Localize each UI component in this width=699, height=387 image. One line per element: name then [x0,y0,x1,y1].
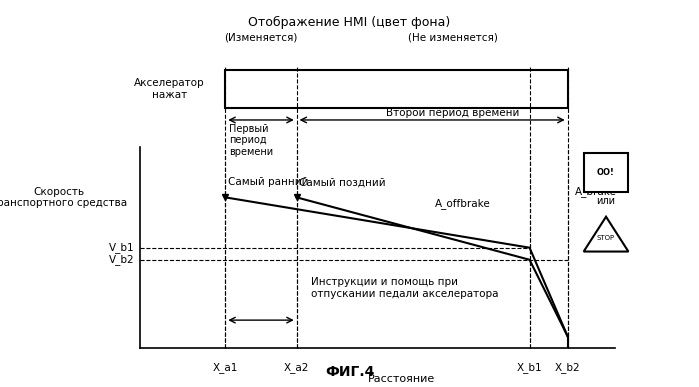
Text: V_b1: V_b1 [110,242,135,253]
Text: Скорость
транспортного средства: Скорость транспортного средства [0,187,127,208]
Text: (Не изменяется): (Не изменяется) [408,33,498,43]
Text: X_a2: X_a2 [284,362,310,373]
Text: Первый
период
времени: Первый период времени [229,124,273,157]
Text: Акселератор
нажат: Акселератор нажат [134,78,205,100]
Text: (Изменяется): (Изменяется) [224,33,298,43]
Text: Самый ранний: Самый ранний [228,177,308,187]
Text: X_a1: X_a1 [212,362,238,373]
Text: A_offbrake: A_offbrake [435,198,490,209]
Text: Расстояние: Расстояние [368,375,435,384]
Text: Отображение HMI (цвет фона): Отображение HMI (цвет фона) [248,15,451,29]
Text: Самый поздний: Самый поздний [299,177,386,187]
Text: V_b2: V_b2 [110,254,135,265]
Text: или: или [596,196,616,206]
Text: X_b2: X_b2 [555,362,580,373]
Text: Второй период времени: Второй период времени [387,108,520,118]
Text: Инструкции и помощь при
отпускании педали акселератора: Инструкции и помощь при отпускании педал… [311,277,498,299]
Text: ОО!: ОО! [597,168,615,177]
Text: A_brake: A_brake [575,186,617,197]
Text: ФИГ.4: ФИГ.4 [325,365,374,379]
Text: STOP: STOP [597,235,615,241]
Text: X_b1: X_b1 [517,362,542,373]
